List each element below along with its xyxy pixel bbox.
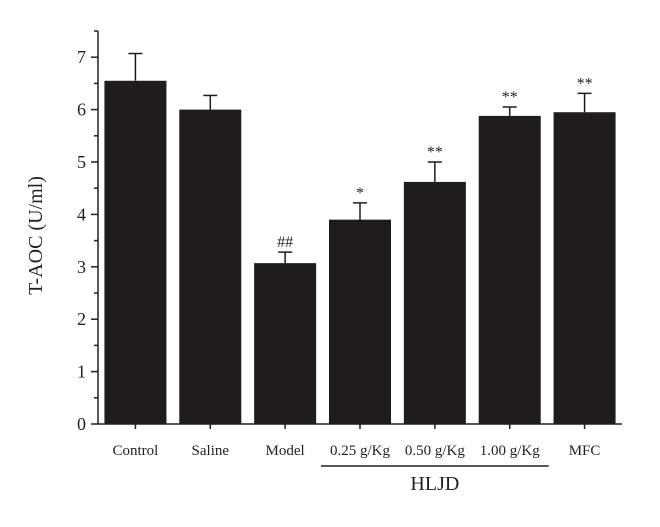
y-tick-label: 5 — [77, 152, 86, 172]
x-tick-label: 0.25 g/Kg — [330, 443, 391, 459]
y-axis-title: T-AOC (U/ml) — [25, 176, 47, 295]
y-tick-label: 7 — [77, 47, 86, 67]
x-tick-label: 0.50 g/Kg — [405, 443, 466, 459]
significance-label: ** — [502, 89, 518, 106]
significance-label: ## — [277, 234, 293, 251]
y-tick-label: 0 — [77, 414, 86, 434]
bar — [179, 109, 242, 424]
bar — [329, 219, 391, 424]
y-tick-label: 1 — [77, 362, 86, 382]
x-tick-label: Model — [266, 443, 305, 459]
x-tick-label: MFC — [569, 443, 601, 459]
significance-label: ** — [577, 75, 593, 92]
x-tick-label: 1.00 g/Kg — [480, 443, 541, 459]
bar — [478, 115, 541, 424]
significance-labels: ##******* — [277, 75, 592, 251]
y-ticks: 0 1 2 3 4 5 6 7 — [77, 30, 98, 434]
y-tick-label: 6 — [77, 100, 86, 120]
bars-layer — [104, 52, 616, 424]
bar — [553, 112, 616, 424]
group-label: HLJD — [410, 473, 459, 495]
y-tick-label: 3 — [77, 257, 86, 277]
bar — [403, 181, 466, 424]
significance-label: ** — [427, 144, 443, 161]
bar — [254, 263, 317, 424]
bar — [104, 80, 167, 424]
x-tick-label: Saline — [192, 443, 230, 459]
x-tick-label: Control — [113, 443, 159, 459]
significance-label: * — [356, 185, 364, 202]
y-tick-label: 4 — [77, 204, 86, 224]
x-tick-labels: Control Saline Model 0.25 g/Kg 0.50 g/Kg 1.00… — [113, 424, 601, 459]
y-tick-label: 2 — [77, 309, 86, 329]
